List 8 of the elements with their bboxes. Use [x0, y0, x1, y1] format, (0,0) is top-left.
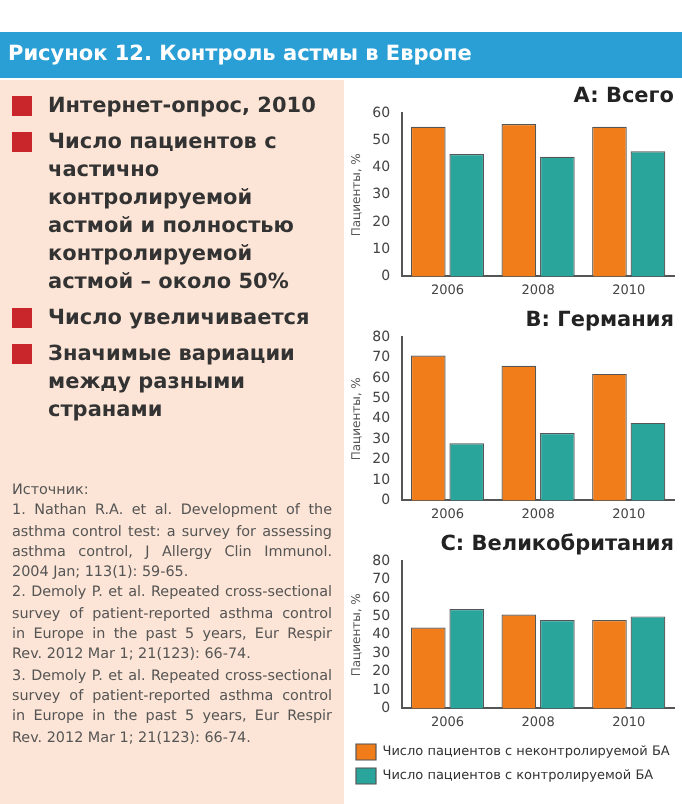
- chart-title: B: Германия: [525, 308, 674, 333]
- text: Интернет-опрос, 2010: [46, 92, 318, 120]
- chart-title: C: Великобритания: [440, 532, 674, 557]
- text: Число пациентов с частично контролируемой астмой и полностью контролируемой астмой – около 50%: [46, 128, 297, 296]
- text: Рисунок 12. Контроль астмы в Европе: [0, 32, 682, 78]
- text: Число увеличивается: [46, 304, 312, 332]
- chart-title: A: Всего: [573, 84, 674, 109]
- text: Значимые вариации между разными странами: [46, 340, 297, 424]
